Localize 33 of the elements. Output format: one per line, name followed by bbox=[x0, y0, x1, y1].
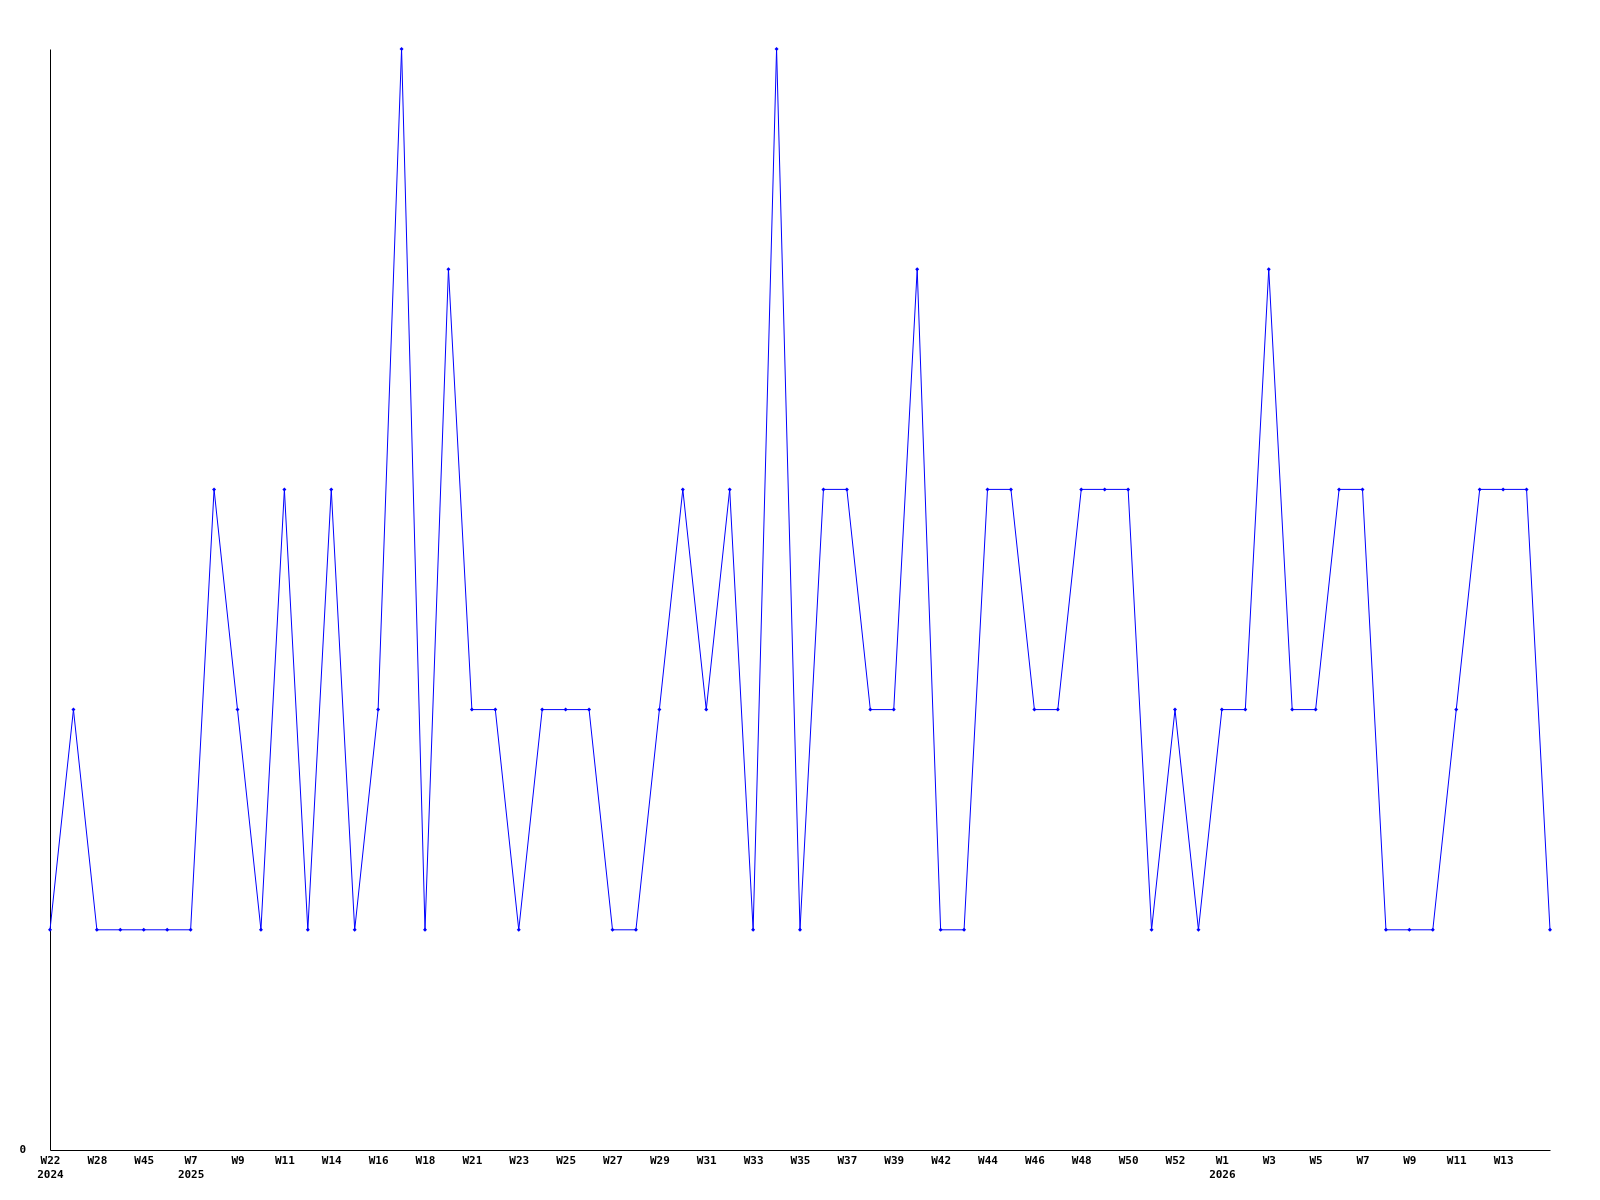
x-tick-label: W5 bbox=[1309, 1153, 1323, 1167]
x-tick-label: W37 bbox=[837, 1153, 858, 1167]
x-tick-label: W48 bbox=[1071, 1153, 1092, 1167]
x-tick-label: W25 bbox=[556, 1153, 577, 1167]
x-tick-label: W28 bbox=[87, 1153, 108, 1167]
x-tick-label: W18 bbox=[415, 1153, 436, 1167]
x-tick-label: W1 2026 bbox=[1209, 1153, 1236, 1181]
x-tick-label: W21 bbox=[462, 1153, 483, 1167]
x-tick-label: W7 2025 bbox=[177, 1153, 205, 1181]
x-tick-label: W39 bbox=[884, 1153, 905, 1167]
x-tick-label: W9 bbox=[231, 1153, 245, 1167]
x-tick-label: W33 bbox=[743, 1153, 764, 1167]
x-tick-label: W16 bbox=[368, 1153, 389, 1167]
x-tick-label: W11 bbox=[274, 1153, 296, 1167]
x-tick-label: W14 bbox=[321, 1153, 343, 1167]
x-tick-label: W44 bbox=[978, 1153, 999, 1167]
x-tick-label: W42 bbox=[931, 1153, 952, 1167]
x-tick-label: W31 bbox=[696, 1153, 718, 1167]
x-tick-label: W50 bbox=[1118, 1153, 1139, 1167]
x-tick-label: W22 2024 bbox=[37, 1153, 65, 1181]
x-tick-label: W9 bbox=[1403, 1153, 1417, 1167]
x-tick-label: W13 bbox=[1493, 1153, 1514, 1167]
x-tick-label: W46 bbox=[1024, 1153, 1046, 1167]
text: 0 bbox=[19, 1143, 26, 1156]
x-tick-label: W27 bbox=[603, 1153, 623, 1167]
x-tick-label: W23 bbox=[509, 1153, 530, 1167]
x-tick-label: W45 bbox=[134, 1153, 155, 1167]
x-tick-label: W3 bbox=[1262, 1153, 1276, 1167]
x-tick-label: W35 bbox=[790, 1153, 811, 1167]
x-tick-label: W52 bbox=[1165, 1153, 1186, 1167]
x-tick-label: W29 bbox=[649, 1153, 670, 1167]
x-tick-label: W7 bbox=[1356, 1153, 1370, 1167]
x-tick-label: W11 bbox=[1446, 1153, 1468, 1167]
